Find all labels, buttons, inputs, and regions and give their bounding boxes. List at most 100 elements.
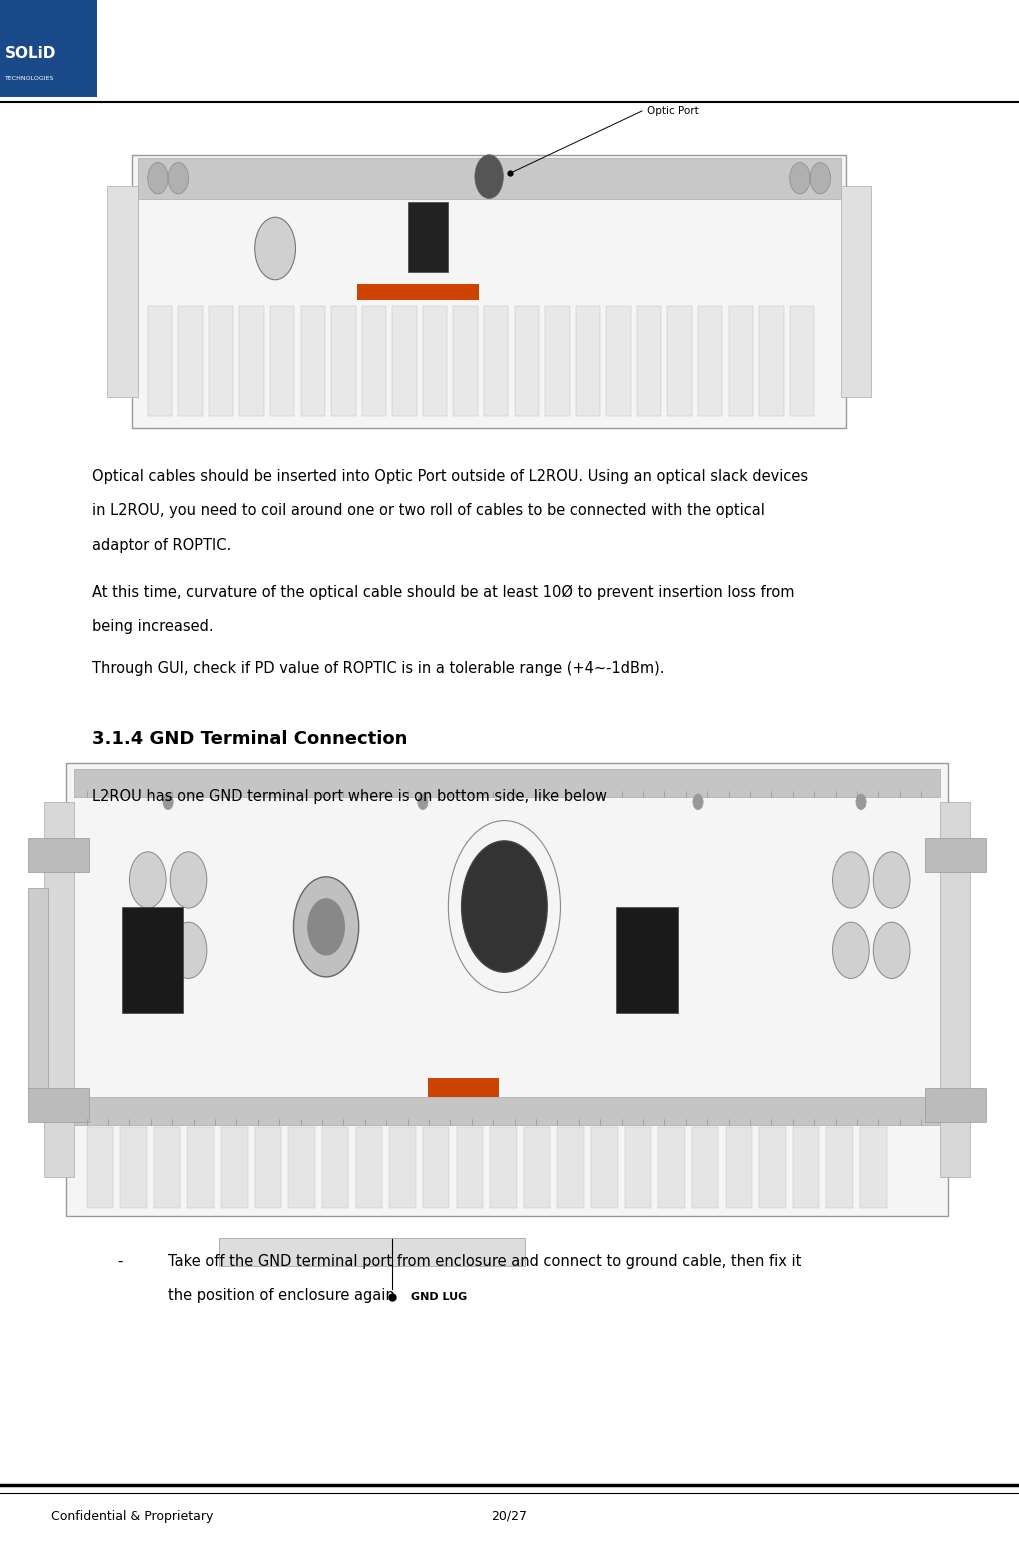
Text: GND LUG: GND LUG — [411, 1293, 467, 1302]
FancyBboxPatch shape — [841, 186, 871, 397]
FancyBboxPatch shape — [515, 306, 539, 416]
Circle shape — [293, 877, 359, 977]
FancyBboxPatch shape — [301, 306, 325, 416]
Circle shape — [790, 163, 810, 194]
Circle shape — [833, 852, 869, 908]
Circle shape — [873, 922, 910, 978]
Text: the position of enclosure again: the position of enclosure again — [168, 1288, 395, 1304]
FancyBboxPatch shape — [524, 1127, 550, 1208]
Circle shape — [163, 794, 173, 810]
Text: -: - — [117, 1254, 122, 1269]
Text: being increased.: being increased. — [92, 619, 213, 635]
FancyBboxPatch shape — [453, 306, 478, 416]
FancyBboxPatch shape — [484, 306, 508, 416]
FancyBboxPatch shape — [625, 1127, 651, 1208]
FancyBboxPatch shape — [154, 1127, 180, 1208]
FancyBboxPatch shape — [759, 306, 784, 416]
FancyBboxPatch shape — [44, 802, 74, 1177]
FancyBboxPatch shape — [667, 306, 692, 416]
Circle shape — [129, 922, 166, 978]
FancyBboxPatch shape — [925, 1088, 986, 1122]
FancyBboxPatch shape — [940, 802, 970, 1177]
Text: Take off the GND terminal port from enclosure and connect to ground cable, then : Take off the GND terminal port from encl… — [168, 1254, 802, 1269]
FancyBboxPatch shape — [726, 1127, 752, 1208]
Text: 3.1.4 GND Terminal Connection: 3.1.4 GND Terminal Connection — [92, 730, 407, 749]
FancyBboxPatch shape — [28, 1088, 89, 1122]
FancyBboxPatch shape — [793, 1127, 819, 1208]
FancyBboxPatch shape — [28, 838, 89, 872]
FancyBboxPatch shape — [457, 1127, 483, 1208]
Text: Optical cables should be inserted into Optic Port outside of L2ROU. Using an opt: Optical cables should be inserted into O… — [92, 469, 808, 485]
FancyBboxPatch shape — [356, 1127, 382, 1208]
Circle shape — [810, 163, 830, 194]
FancyBboxPatch shape — [74, 1097, 940, 1125]
Circle shape — [856, 794, 866, 810]
FancyBboxPatch shape — [209, 306, 233, 416]
FancyBboxPatch shape — [132, 155, 846, 428]
FancyBboxPatch shape — [107, 186, 138, 397]
Circle shape — [418, 794, 428, 810]
Text: in L2ROU, you need to coil around one or two roll of cables to be connected with: in L2ROU, you need to coil around one or… — [92, 503, 764, 519]
FancyBboxPatch shape — [826, 1127, 853, 1208]
FancyBboxPatch shape — [423, 306, 447, 416]
Circle shape — [170, 852, 207, 908]
FancyBboxPatch shape — [362, 306, 386, 416]
FancyBboxPatch shape — [698, 306, 722, 416]
FancyBboxPatch shape — [428, 1078, 499, 1097]
FancyBboxPatch shape — [66, 763, 948, 1216]
Text: Confidential & Proprietary: Confidential & Proprietary — [51, 1510, 213, 1522]
FancyBboxPatch shape — [0, 0, 97, 97]
FancyBboxPatch shape — [392, 306, 417, 416]
FancyBboxPatch shape — [178, 306, 203, 416]
FancyBboxPatch shape — [591, 1127, 618, 1208]
FancyBboxPatch shape — [357, 284, 479, 300]
FancyBboxPatch shape — [759, 1127, 786, 1208]
FancyBboxPatch shape — [120, 1127, 147, 1208]
FancyBboxPatch shape — [790, 306, 814, 416]
FancyBboxPatch shape — [616, 907, 678, 1013]
Text: At this time, curvature of the optical cable should be at least 10Ø to prevent i: At this time, curvature of the optical c… — [92, 585, 794, 600]
Text: adaptor of ROPTIC.: adaptor of ROPTIC. — [92, 538, 231, 553]
Circle shape — [873, 852, 910, 908]
FancyBboxPatch shape — [255, 1127, 281, 1208]
FancyBboxPatch shape — [74, 769, 940, 797]
FancyBboxPatch shape — [557, 1127, 584, 1208]
FancyBboxPatch shape — [28, 888, 48, 1091]
Circle shape — [148, 163, 168, 194]
FancyBboxPatch shape — [322, 1127, 348, 1208]
FancyBboxPatch shape — [219, 1238, 525, 1266]
Circle shape — [308, 899, 344, 955]
Text: Through GUI, check if PD value of ROPTIC is in a tolerable range (+4~-1dBm).: Through GUI, check if PD value of ROPTIC… — [92, 661, 664, 677]
FancyBboxPatch shape — [606, 306, 631, 416]
Text: 20/27: 20/27 — [491, 1510, 528, 1522]
FancyBboxPatch shape — [729, 306, 753, 416]
FancyBboxPatch shape — [860, 1127, 887, 1208]
Circle shape — [168, 163, 189, 194]
FancyBboxPatch shape — [692, 1127, 718, 1208]
Text: L2ROU has one GND terminal port where is on bottom side, like below: L2ROU has one GND terminal port where is… — [92, 789, 606, 805]
FancyBboxPatch shape — [270, 306, 294, 416]
FancyBboxPatch shape — [389, 1127, 416, 1208]
Circle shape — [170, 922, 207, 978]
Circle shape — [833, 922, 869, 978]
Text: Optic Port: Optic Port — [647, 106, 699, 116]
FancyBboxPatch shape — [187, 1127, 214, 1208]
Circle shape — [693, 794, 703, 810]
FancyBboxPatch shape — [925, 838, 986, 872]
FancyBboxPatch shape — [87, 1127, 113, 1208]
FancyBboxPatch shape — [576, 306, 600, 416]
FancyBboxPatch shape — [545, 306, 570, 416]
Circle shape — [462, 841, 547, 972]
FancyBboxPatch shape — [122, 907, 183, 1013]
Circle shape — [129, 852, 166, 908]
FancyBboxPatch shape — [138, 158, 841, 199]
FancyBboxPatch shape — [490, 1127, 517, 1208]
Text: TECHNOLOGIES: TECHNOLOGIES — [5, 75, 54, 81]
FancyBboxPatch shape — [423, 1127, 449, 1208]
FancyBboxPatch shape — [637, 306, 661, 416]
FancyBboxPatch shape — [148, 306, 172, 416]
Circle shape — [255, 217, 296, 280]
Text: SOLiD: SOLiD — [5, 45, 56, 61]
FancyBboxPatch shape — [221, 1127, 248, 1208]
FancyBboxPatch shape — [408, 202, 448, 272]
